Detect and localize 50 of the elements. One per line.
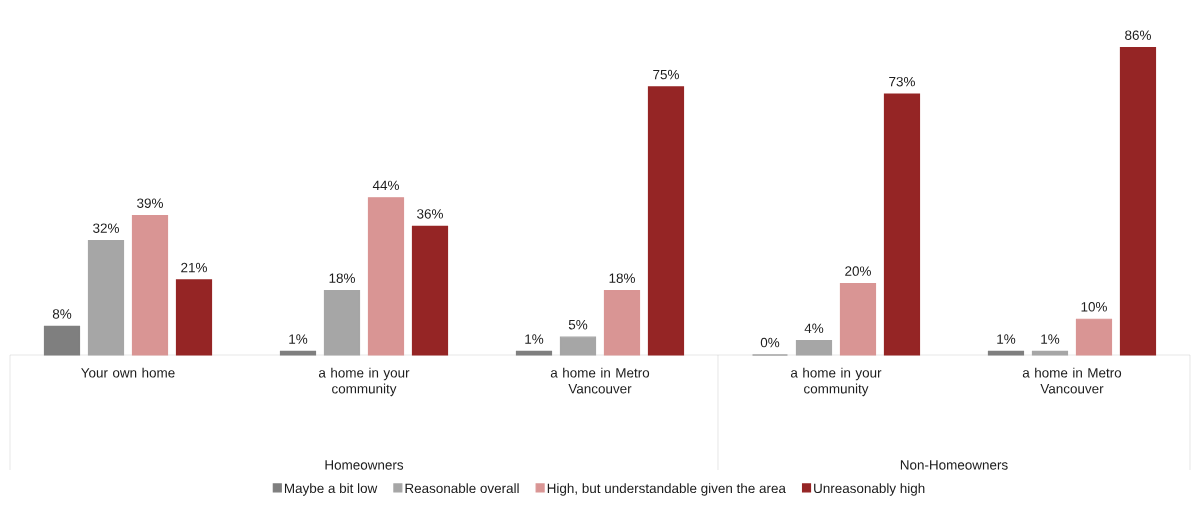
bar	[279, 350, 317, 356]
bar	[411, 225, 449, 356]
data-label: 21%	[181, 262, 207, 273]
bar	[367, 197, 405, 356]
data-label: 86%	[1125, 30, 1151, 40]
bar	[87, 240, 125, 356]
data-label: 18%	[609, 273, 635, 283]
data-label: 73%	[889, 76, 915, 87]
data-label: 32%	[93, 223, 119, 233]
bar	[175, 279, 213, 356]
data-label: 1%	[525, 334, 544, 344]
bar	[883, 93, 921, 356]
data-label: 39%	[137, 198, 163, 208]
data-label: 20%	[845, 266, 871, 276]
data-label: 18%	[329, 273, 355, 283]
text: Homeowners	[325, 460, 404, 470]
bar	[1075, 318, 1113, 356]
bar	[515, 350, 553, 356]
data-label: 1%	[1041, 334, 1060, 344]
x-tick-label: a home in Metro Vancouver	[1022, 367, 1122, 394]
data-label: 1%	[289, 334, 308, 344]
text: Non-Homeowners	[900, 460, 1008, 470]
bar	[839, 282, 877, 356]
data-label: 36%	[417, 209, 443, 219]
data-label: 5%	[568, 319, 588, 330]
x-tick-label: Your own home	[81, 367, 175, 378]
data-label: 4%	[804, 323, 824, 334]
x-tick-label: a home in your community	[790, 367, 882, 397]
data-label: 8%	[52, 309, 72, 319]
x-tick-label: a home in Metro Vancouver	[550, 367, 650, 394]
bar	[987, 350, 1025, 356]
bar	[603, 290, 641, 356]
x-tick-label: a home in your community	[318, 367, 410, 397]
bar	[1119, 47, 1157, 356]
bar	[43, 325, 81, 356]
legend-label: Reasonable overall	[405, 483, 519, 494]
bar	[647, 86, 685, 356]
bar	[559, 336, 597, 356]
data-label: 75%	[653, 69, 679, 80]
data-label: 0%	[760, 337, 780, 348]
bar	[131, 215, 169, 356]
data-label: 1%	[997, 334, 1016, 344]
legend-label: Unreasonably high	[814, 483, 925, 496]
data-label: 44%	[372, 180, 399, 191]
bar	[795, 340, 833, 356]
legend-label: High, but understandable given the area	[547, 483, 786, 496]
legend-label: Maybe a bit low	[284, 483, 378, 496]
bar	[323, 290, 361, 356]
bar	[1031, 350, 1069, 356]
data-label: 10%	[1081, 302, 1107, 312]
